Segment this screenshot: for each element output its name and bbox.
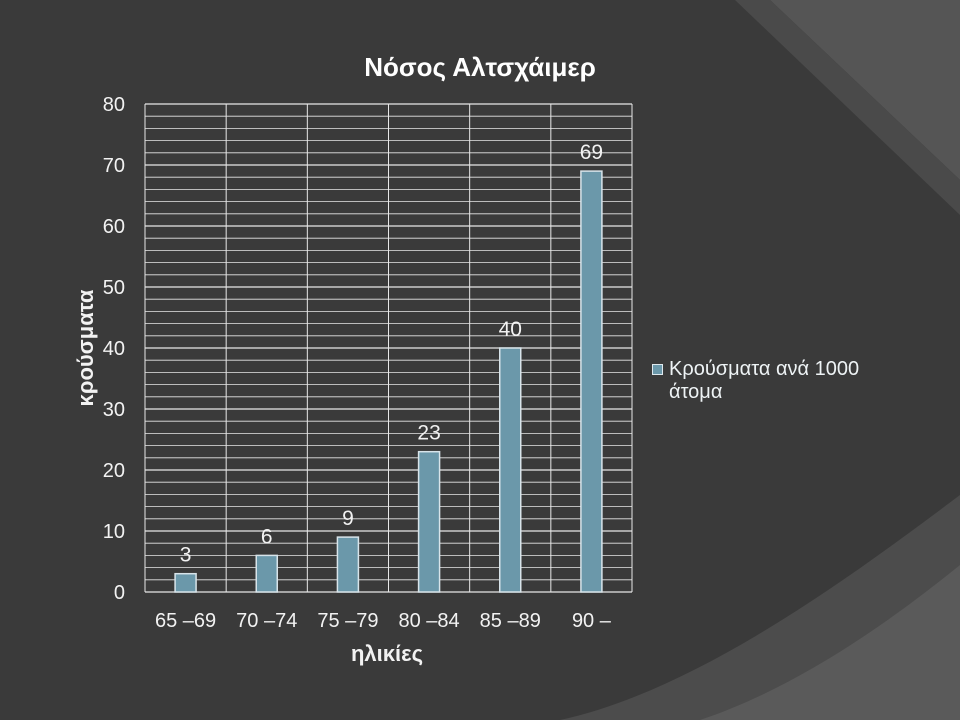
y-tick-label: 80 [103,94,125,116]
y-tick-label: 0 [114,582,125,604]
data-label: 69 [580,141,603,164]
x-tick-label: 90 – [572,610,612,632]
bar [336,536,360,593]
bar [580,170,603,593]
data-label: 6 [261,525,273,548]
x-tick-label: 85 –89 [480,610,541,632]
y-tick-label: 50 [103,277,125,299]
x-tick-label: 80 –84 [398,610,459,632]
chart-title: Νόσος Αλτσχάιμερ [364,52,596,82]
x-tick-label: 70 –74 [236,610,297,632]
y-tick-label: 30 [103,399,125,421]
bar [255,554,278,593]
y-tick-label: 70 [103,155,125,177]
data-label: 40 [499,318,522,341]
bar [174,572,197,593]
y-axis-label: κρούσματα [73,289,98,406]
bar [499,347,522,593]
legend-swatch [652,364,663,375]
x-axis-tick-labels: 65 –69 70 –74 75 –79 80 –84 85 –89 90 – [155,610,612,632]
legend: Κρούσματα ανά 1000 άτομα [652,358,909,404]
y-tick-label: 40 [103,338,125,360]
background-curve-bottom-inner [700,565,960,720]
y-tick-label: 20 [103,460,125,482]
legend-label: Κρούσματα ανά 1000 άτομα [669,358,860,403]
bars [174,170,603,593]
background-stripe-top [735,0,960,215]
y-tick-label: 10 [103,521,125,543]
x-tick-label: 65 –69 [155,610,216,632]
data-label: 23 [417,422,440,445]
x-tick-label: 75 –79 [317,610,378,632]
x-axis-label: ηλικίες [351,641,423,666]
y-tick-label: 60 [103,216,125,238]
data-label: 3 [180,544,192,567]
gridlines [144,103,633,593]
y-axis-tick-labels: 0 10 20 30 40 50 60 70 80 [103,94,125,604]
bar [417,450,441,593]
data-label: 9 [342,507,354,530]
